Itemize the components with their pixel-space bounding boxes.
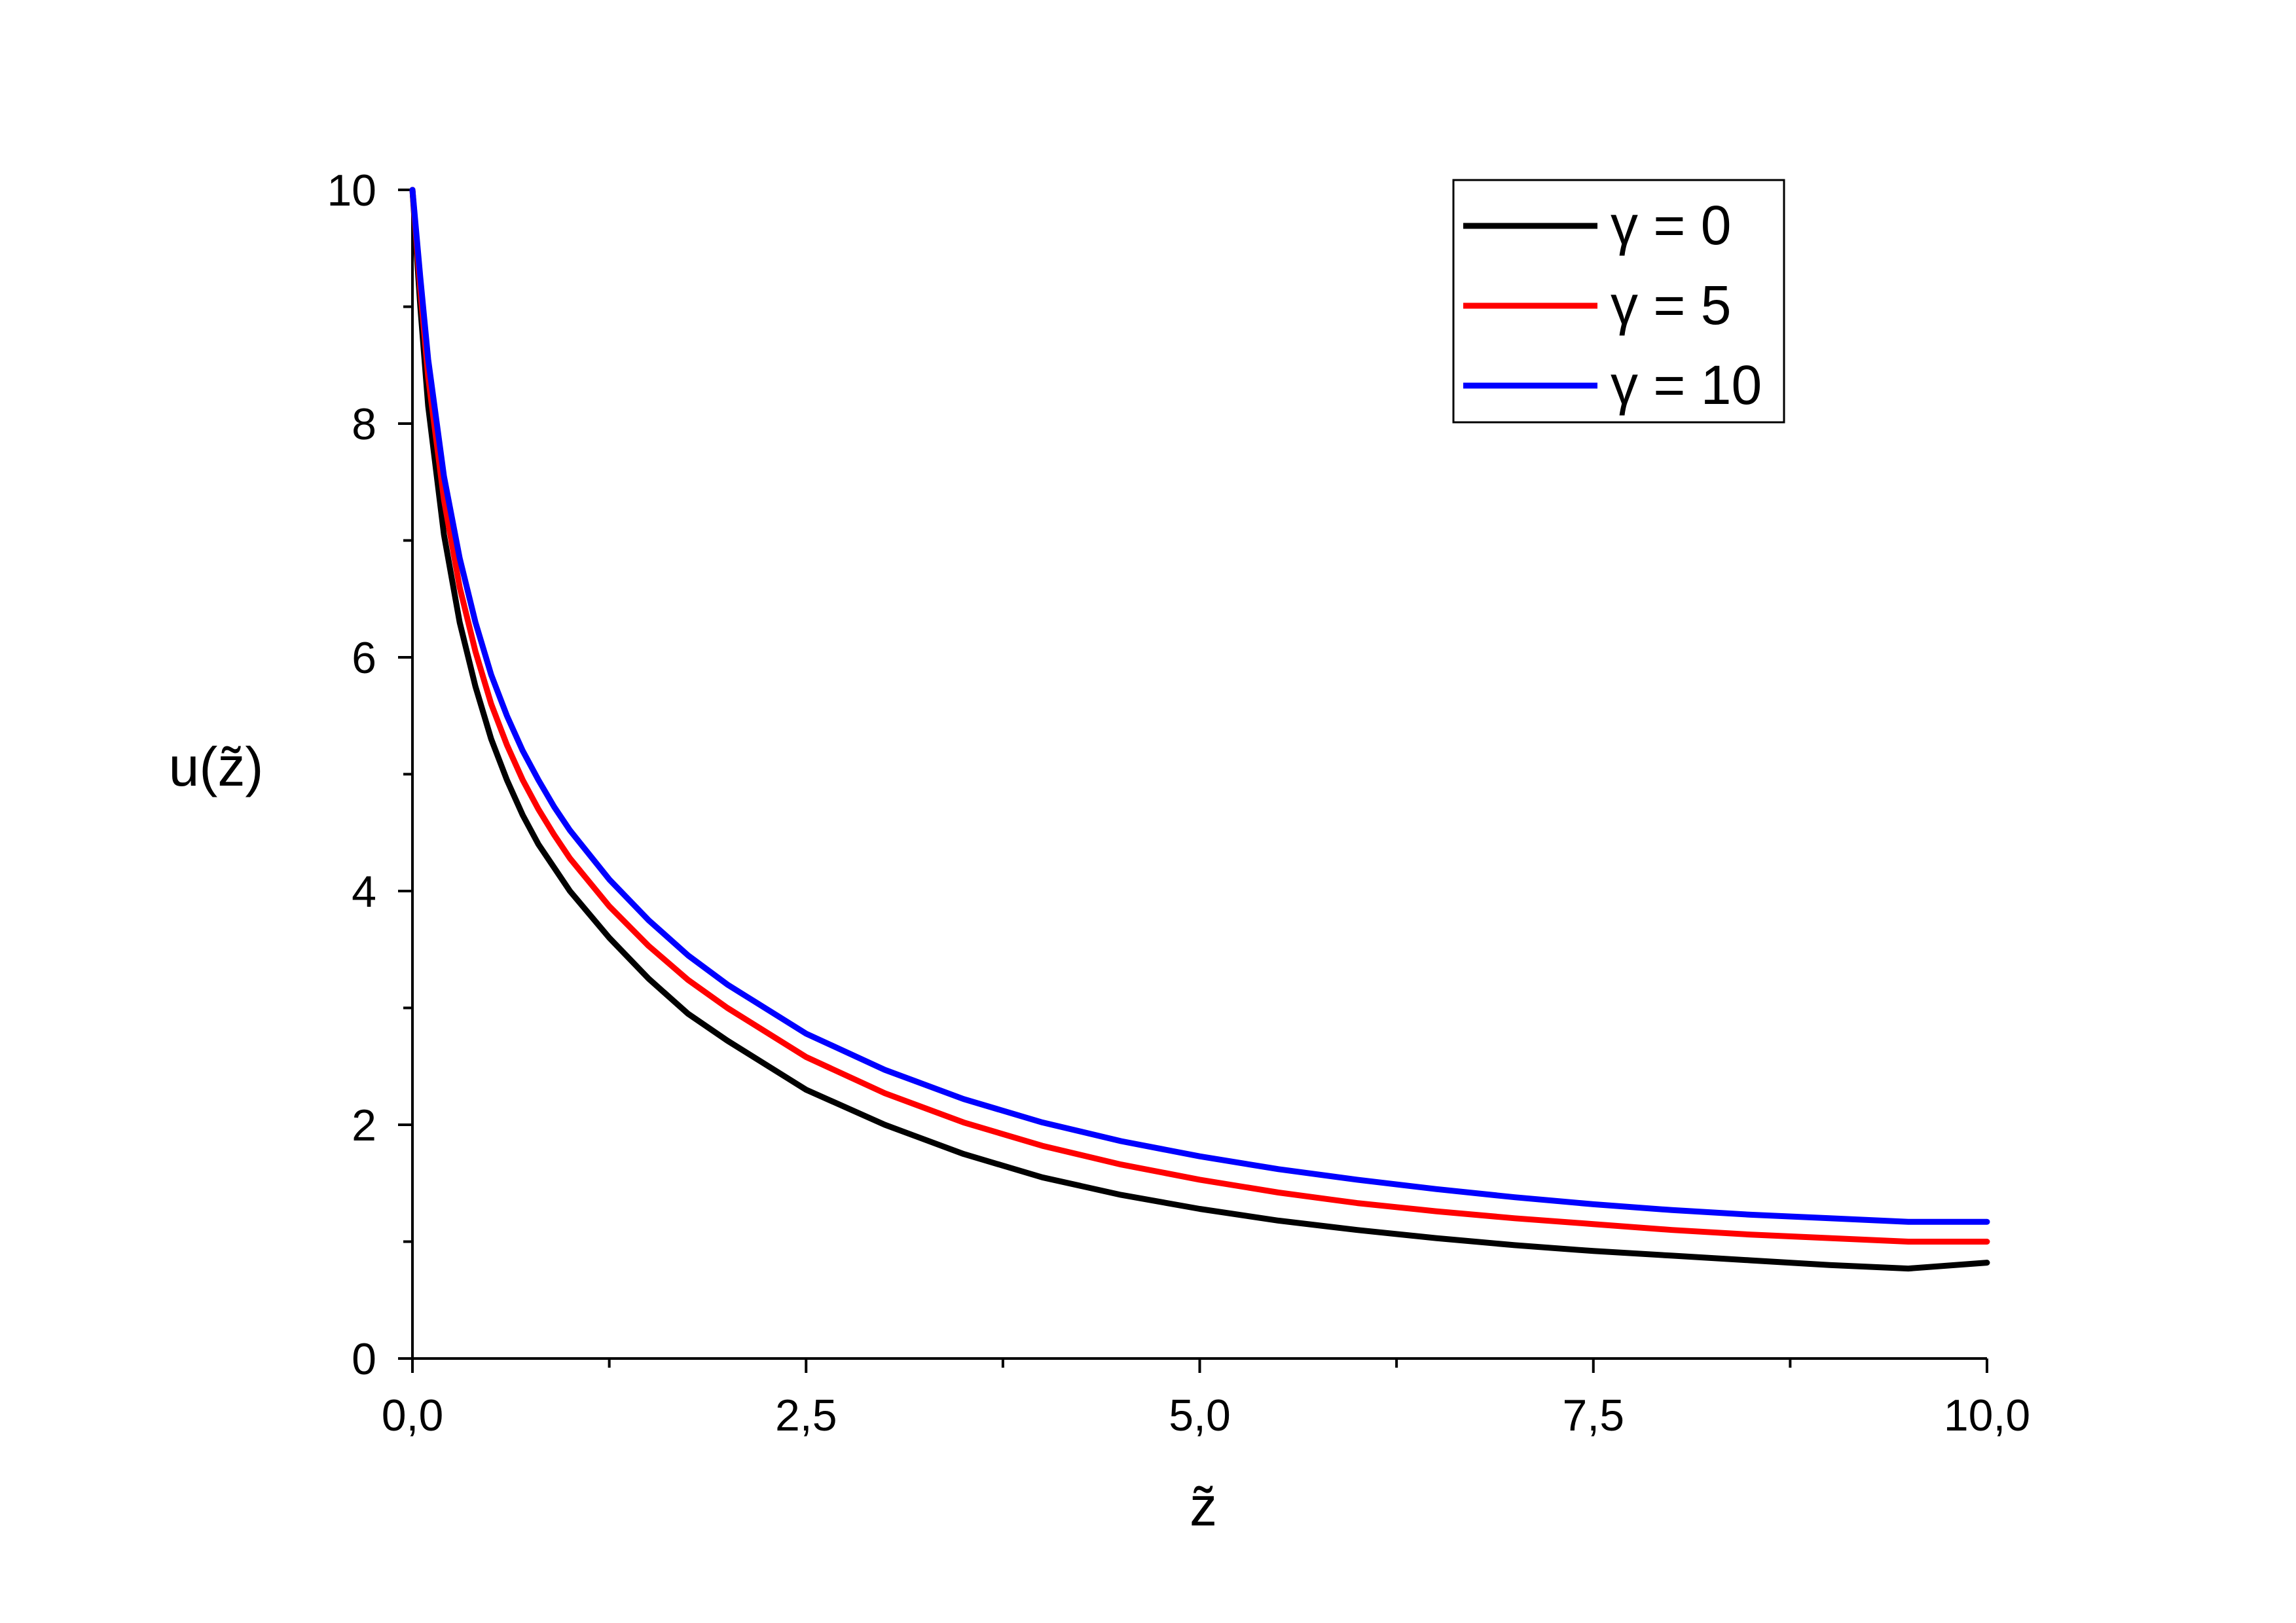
y-axis-title: u(z̃)	[169, 736, 264, 797]
y-tick-label: 2	[352, 1101, 376, 1150]
x-axis-title: z̃	[1190, 1476, 1217, 1537]
series-line-3	[409, 187, 1990, 1225]
legend-label-1: γ = 0	[1611, 194, 1731, 256]
y-tick-label: 4	[352, 867, 376, 917]
series-line-1	[409, 187, 1990, 1272]
legend-label-3: γ = 10	[1611, 354, 1762, 416]
y-tick-label: 6	[352, 633, 376, 683]
ticks: 0,0 2,5 5,0 7,5 10,0 0 2 4 6 8 10	[327, 166, 2030, 1440]
x-tick-label: 0,0	[382, 1391, 444, 1440]
x-tick-label: 5,0	[1169, 1391, 1231, 1440]
x-tick-label: 7,5	[1562, 1391, 1624, 1440]
x-tick-label: 10,0	[1944, 1391, 2030, 1440]
legend-label-2: γ = 5	[1611, 274, 1731, 336]
x-tick-label: 2,5	[775, 1391, 837, 1440]
series-line-2	[409, 187, 1990, 1245]
y-tick-label: 8	[352, 399, 376, 449]
y-tick-label: 0	[352, 1334, 376, 1384]
y-tick-label: 10	[327, 166, 376, 215]
legend: γ = 0 γ = 5 γ = 10	[1452, 179, 1785, 424]
legend-box	[1452, 179, 1785, 424]
series-layer	[409, 187, 1990, 1272]
